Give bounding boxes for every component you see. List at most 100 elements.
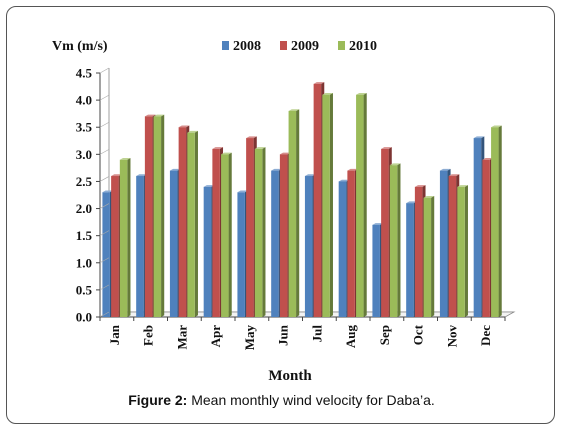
- x-tick-label: May: [242, 325, 257, 351]
- caption-text: Mean monthly wind velocity for Daba’a.: [187, 392, 435, 408]
- y-tick-depth: [99, 176, 110, 182]
- y-tick-depth: [99, 230, 110, 236]
- y-tick-label: 0.0: [76, 310, 92, 325]
- y-tick-label: 4.0: [76, 93, 92, 108]
- bar-top: [271, 168, 282, 171]
- bar: [423, 195, 435, 317]
- x-tick-label: Jul: [309, 325, 324, 343]
- bar: [389, 163, 401, 317]
- y-tick-depth: [99, 121, 110, 128]
- bar-front: [212, 148, 220, 317]
- bar-front: [221, 154, 229, 317]
- y-tick-depth: [99, 203, 110, 209]
- bar-front: [313, 83, 322, 317]
- bar-front: [119, 159, 128, 317]
- bar-top: [153, 114, 165, 117]
- bar-top: [169, 168, 181, 171]
- bar: [221, 152, 232, 317]
- bar-top: [389, 163, 401, 166]
- bar: [356, 92, 367, 317]
- bar-front: [381, 148, 389, 317]
- y-axis-label: Vm (m/s): [52, 39, 108, 54]
- bar-side: [127, 158, 131, 317]
- bar-front: [169, 170, 178, 317]
- bar-side: [296, 109, 300, 317]
- bar-top: [347, 168, 359, 171]
- bar-top: [304, 174, 316, 177]
- bar-front: [136, 176, 144, 317]
- bar: [288, 109, 300, 317]
- bar-front: [153, 116, 162, 317]
- y-tick-label: 0.5: [76, 282, 93, 297]
- legend-label: 2009: [291, 39, 319, 54]
- bar: [491, 125, 502, 317]
- x-tick-label: Mar: [174, 325, 189, 350]
- legend-swatch: [338, 41, 345, 50]
- bar-chart: 0.0 0.5 1.0 1.5 2.0 2.5 3.0 3.5 4.0 4.5 Jan Feb Mar A…: [52, 39, 516, 384]
- bar-top: [254, 147, 266, 149]
- bar-top: [221, 152, 232, 155]
- bar-top: [322, 92, 333, 95]
- x-tick-label: Dec: [478, 325, 493, 346]
- y-tick-label: 2.0: [76, 201, 92, 216]
- bar-top: [237, 190, 249, 193]
- bar: [153, 114, 165, 317]
- x-tick-label: Aug: [343, 325, 358, 349]
- bar-side: [498, 125, 502, 317]
- bar-front: [187, 132, 195, 317]
- bar-front: [356, 94, 364, 317]
- x-tick-label: Sep: [377, 325, 392, 345]
- bar-front: [338, 181, 347, 317]
- y-tick-depth: [99, 149, 110, 155]
- legend-label: 2010: [349, 39, 377, 54]
- y-tick-label: 3.5: [76, 120, 93, 135]
- bar-front: [246, 138, 254, 317]
- bar-front: [102, 192, 110, 317]
- bar-top: [102, 190, 114, 193]
- bar-top: [279, 152, 291, 155]
- bar-top: [356, 92, 367, 95]
- bar-top: [448, 174, 460, 177]
- bar-top: [473, 136, 485, 139]
- bar-top: [246, 136, 257, 139]
- bar-front: [448, 176, 457, 317]
- bar-front: [322, 94, 330, 317]
- bar-top: [338, 179, 350, 182]
- bar-front: [482, 159, 490, 317]
- bar-top: [491, 125, 502, 128]
- y-tick-label: 3.0: [76, 147, 92, 162]
- bar-top: [457, 185, 468, 187]
- bar-front: [203, 186, 212, 317]
- bar-side: [262, 147, 266, 317]
- bar-front: [237, 192, 245, 317]
- bar-top: [288, 109, 300, 111]
- bar-front: [491, 127, 499, 317]
- bar-top: [482, 158, 494, 160]
- bar-top: [372, 223, 384, 225]
- bar-side: [431, 195, 435, 317]
- y-tick-label: 2.5: [76, 174, 93, 189]
- bar: [322, 92, 333, 317]
- bar-top: [187, 130, 198, 133]
- bar-top: [203, 185, 215, 187]
- bar: [119, 158, 131, 317]
- figure-caption: Figure 2: Mean monthly wind velocity for…: [0, 392, 563, 408]
- bar-front: [254, 148, 263, 317]
- bar-side: [397, 163, 401, 317]
- bar: [254, 147, 266, 317]
- bar: [187, 130, 198, 317]
- y-tick-depth: [99, 311, 110, 318]
- bar-top: [111, 174, 122, 177]
- bar-top: [136, 174, 147, 177]
- x-tick-label: Apr: [208, 325, 223, 348]
- bar-front: [304, 176, 313, 317]
- bar-front: [178, 127, 187, 317]
- y-tick-depth: [99, 94, 110, 101]
- bar-top: [423, 195, 435, 198]
- bar-front: [423, 197, 432, 317]
- bar-side: [329, 92, 333, 317]
- x-tick-label: Jan: [107, 324, 122, 345]
- bar-front: [439, 170, 448, 317]
- bar-top: [381, 147, 392, 149]
- y-tick-depth: [99, 67, 110, 74]
